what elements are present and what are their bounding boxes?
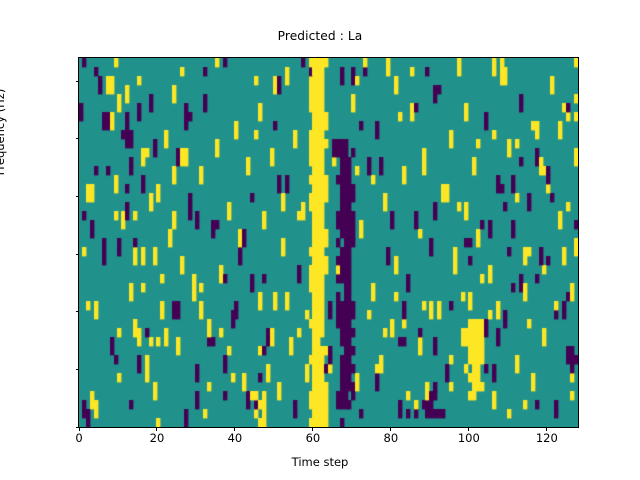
x-tick-mark bbox=[312, 427, 314, 431]
x-tick-label: 100 bbox=[457, 431, 480, 445]
heatmap-axes bbox=[78, 57, 579, 428]
x-tick-mark bbox=[390, 427, 392, 431]
x-tick-label: 60 bbox=[305, 431, 321, 445]
x-tick-label: 0 bbox=[75, 431, 83, 445]
x-tick-mark bbox=[78, 427, 80, 431]
x-tick-label: 40 bbox=[227, 431, 243, 445]
y-tick-mark bbox=[75, 138, 79, 140]
x-axis-label: Time step bbox=[291, 455, 349, 469]
y-tick-mark bbox=[75, 80, 79, 82]
x-tick-mark bbox=[468, 427, 470, 431]
x-tick-label: 20 bbox=[149, 431, 165, 445]
x-tick-mark bbox=[546, 427, 548, 431]
y-tick-mark bbox=[75, 253, 79, 255]
x-tick-mark bbox=[234, 427, 236, 431]
x-tick-label: 120 bbox=[535, 431, 558, 445]
x-tick-label: 80 bbox=[383, 431, 399, 445]
spectrogram-heatmap bbox=[79, 58, 578, 427]
y-tick-mark bbox=[75, 426, 79, 428]
y-tick-mark bbox=[75, 195, 79, 197]
y-tick-mark bbox=[75, 368, 79, 370]
y-axis-label: Frequency (Hz) bbox=[0, 88, 7, 176]
y-tick-mark bbox=[75, 311, 79, 313]
page-title: Predicted : La bbox=[277, 29, 363, 43]
x-tick-mark bbox=[156, 427, 158, 431]
